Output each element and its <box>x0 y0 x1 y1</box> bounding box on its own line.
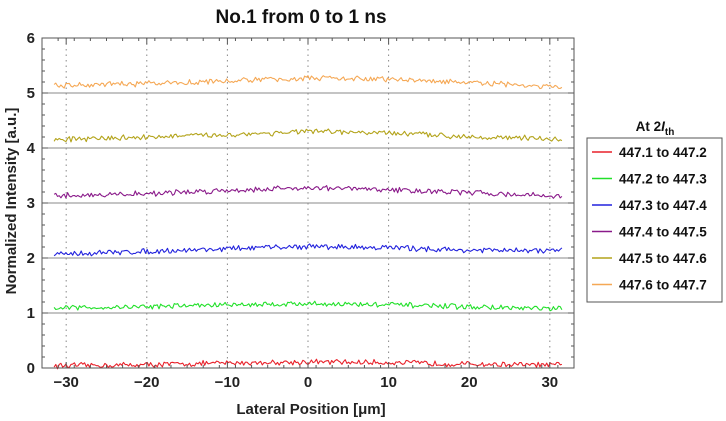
series-line <box>53 243 563 257</box>
legend-label: 447.5 to 447.6 <box>619 251 707 266</box>
y-tick-label: 2 <box>27 250 35 267</box>
x-tick-label: 10 <box>380 374 397 391</box>
legend-title: At 2Ith <box>636 119 675 138</box>
x-tick-label: −10 <box>215 374 240 391</box>
chart-title: No.1 from 0 to 1 ns <box>215 7 386 28</box>
x-tick-label: 30 <box>541 374 558 391</box>
legend-label: 447.2 to 447.3 <box>619 172 707 187</box>
legend-label: 447.6 to 447.7 <box>619 278 707 293</box>
legend-box <box>586 137 723 303</box>
y-tick-label: 6 <box>27 30 35 47</box>
legend: At 2Ith 447.1 to 447.2 447.2 to 447.3 447.3… <box>586 119 723 303</box>
y-tick-label: 4 <box>27 140 36 157</box>
y-tick-label: 1 <box>27 305 35 322</box>
axis-ticks: −30 −20 −10 0 10 20 30 0 1 2 3 4 5 6 <box>27 30 575 391</box>
y-tick-label: 0 <box>27 360 35 377</box>
legend-label: 447.3 to 447.4 <box>619 198 707 213</box>
y-tick-label: 5 <box>27 85 35 102</box>
y-tick-label: 3 <box>27 195 35 212</box>
y-axis-label: Normalized Intensity [a.u.] <box>3 108 20 295</box>
series-line <box>53 300 563 312</box>
series-line <box>53 128 563 143</box>
x-tick-label: −30 <box>53 374 78 391</box>
legend-label: 447.1 to 447.2 <box>619 145 707 160</box>
series-line <box>53 75 563 90</box>
x-axis-label: Lateral Position [μm] <box>236 401 385 418</box>
x-tick-label: 20 <box>461 374 478 391</box>
legend-label: 447.4 to 447.5 <box>619 225 707 240</box>
x-tick-label: −20 <box>134 374 159 391</box>
grid <box>42 38 574 368</box>
series-line <box>53 185 563 199</box>
x-tick-label: 0 <box>304 374 312 391</box>
